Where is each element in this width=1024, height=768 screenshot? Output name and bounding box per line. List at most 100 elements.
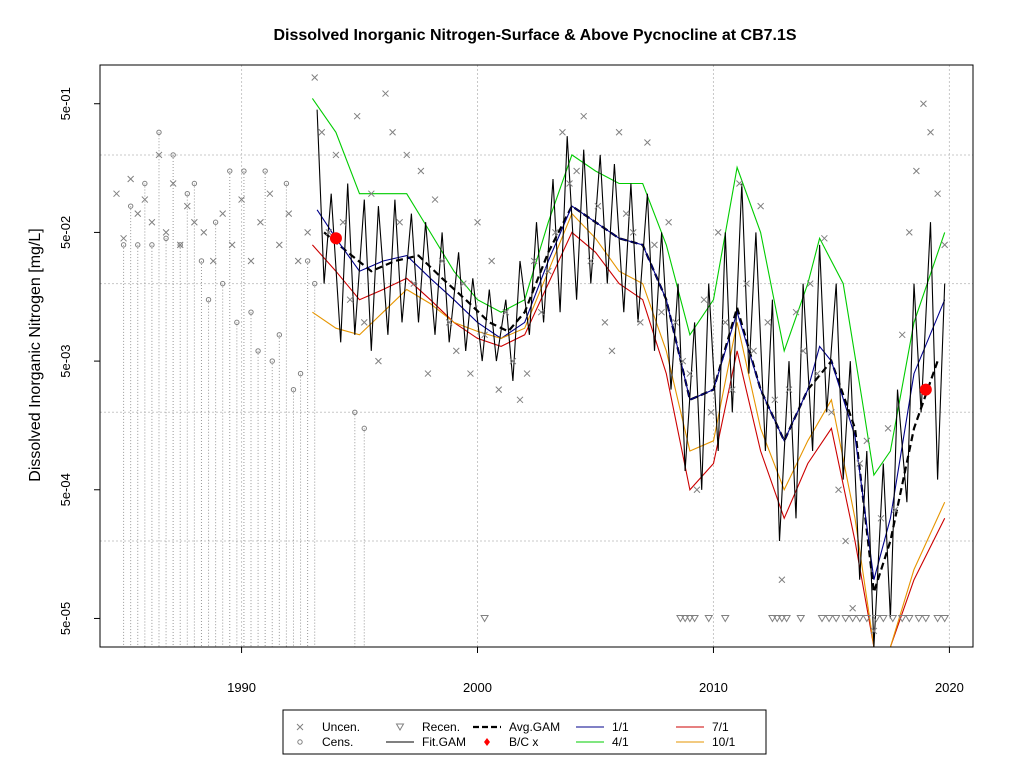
recensored-point bbox=[690, 614, 699, 623]
uncensored-point bbox=[183, 202, 191, 210]
recensored-point bbox=[777, 614, 787, 623]
uncensored-point bbox=[148, 218, 156, 226]
uncensored-point bbox=[700, 296, 708, 304]
uncensored-point bbox=[219, 210, 227, 217]
uncensored-point bbox=[257, 218, 264, 226]
series-4-1 bbox=[311, 98, 946, 477]
uncensored-point bbox=[417, 167, 425, 175]
legend-symbol-bc bbox=[484, 738, 490, 746]
uncensored-point bbox=[495, 386, 503, 393]
censored-point bbox=[156, 129, 162, 135]
y-tick-label: 5e-05 bbox=[58, 602, 73, 635]
y-tick-label: 5e-02 bbox=[58, 216, 73, 249]
axis-layer: 1990 2000 2010 2020 5e-01 5e-02 5e-03 5e-04 5e-0… bbox=[58, 87, 964, 695]
x-tick-label: 2010 bbox=[699, 680, 728, 695]
uncensored-point bbox=[200, 229, 208, 236]
recensored-point bbox=[817, 614, 827, 623]
series-layer bbox=[311, 98, 946, 648]
recensored-point bbox=[897, 614, 907, 623]
uncensored-point bbox=[353, 112, 361, 120]
recensored-point bbox=[940, 614, 950, 623]
uncensored-point bbox=[601, 319, 609, 326]
uncensored-point bbox=[238, 196, 245, 203]
uncensored-point bbox=[169, 180, 177, 187]
censored-point bbox=[212, 219, 219, 225]
censored-point bbox=[198, 258, 205, 264]
uncensored-point bbox=[835, 486, 842, 494]
uncensored-point bbox=[113, 190, 120, 198]
censored-point bbox=[262, 168, 268, 174]
uncensored-point bbox=[913, 167, 920, 175]
legend-label: Avg.GAM bbox=[509, 720, 560, 734]
uncensored-point bbox=[294, 257, 302, 265]
censored-point bbox=[191, 180, 198, 187]
series-1-1 bbox=[316, 205, 946, 580]
y-tick-label: 5e-03 bbox=[58, 344, 73, 377]
recensored-point bbox=[848, 614, 858, 623]
legend-label: Fit.GAM bbox=[422, 735, 466, 749]
uncensored-point bbox=[905, 229, 913, 236]
uncensored-point bbox=[544, 267, 552, 275]
uncensored-point bbox=[665, 218, 672, 226]
chart-title: Dissolved Inorganic Nitrogen-Surface & A… bbox=[273, 27, 796, 44]
recensored-point bbox=[855, 614, 865, 623]
uncensored-point bbox=[813, 370, 821, 377]
legend-label: B/C x bbox=[509, 735, 538, 749]
points-layer bbox=[113, 74, 950, 635]
uncensored-point bbox=[424, 370, 432, 377]
censored-point bbox=[283, 180, 290, 187]
uncensored-point bbox=[566, 180, 573, 187]
uncensored-point bbox=[452, 347, 460, 355]
y-tick-label: 5e-04 bbox=[58, 473, 73, 506]
recensored-point bbox=[480, 614, 489, 623]
uncensored-point bbox=[863, 437, 871, 445]
censored-point bbox=[255, 348, 261, 354]
uncensored-point bbox=[509, 357, 517, 365]
uncensored-point bbox=[155, 151, 163, 159]
uncensored-point bbox=[191, 218, 198, 226]
uncensored-point bbox=[209, 257, 217, 265]
uncensored-point bbox=[785, 386, 793, 393]
uncensored-point bbox=[474, 218, 481, 226]
censored-point bbox=[269, 358, 275, 364]
uncensored-point bbox=[615, 128, 623, 136]
recensored-point bbox=[862, 614, 872, 623]
uncensored-point bbox=[247, 257, 255, 265]
uncensored-point bbox=[806, 280, 814, 287]
series-10-1 bbox=[312, 212, 946, 648]
uncensored-point bbox=[750, 347, 757, 355]
uncensored-point bbox=[941, 241, 949, 249]
uncensored-point bbox=[304, 229, 311, 236]
uncensored-point bbox=[346, 296, 354, 304]
uncensored-point bbox=[743, 280, 750, 287]
uncensored-point bbox=[573, 167, 580, 175]
uncensored-point bbox=[127, 175, 135, 183]
uncensored-point bbox=[884, 425, 892, 432]
uncensored-point bbox=[891, 506, 899, 514]
uncensored-point bbox=[382, 90, 389, 97]
grid-layer bbox=[100, 65, 973, 648]
recensored-point bbox=[831, 614, 841, 623]
uncensored-point bbox=[375, 357, 382, 365]
bc-point bbox=[329, 232, 342, 245]
uncensored-point bbox=[285, 210, 293, 217]
uncensored-point bbox=[162, 229, 170, 236]
uncensored-point bbox=[530, 257, 538, 265]
uncensored-point bbox=[636, 319, 644, 326]
legend-box bbox=[282, 709, 767, 755]
recensored-point bbox=[772, 614, 782, 623]
uncensored-point bbox=[587, 257, 595, 265]
uncensored-point bbox=[367, 190, 375, 198]
uncensored-point bbox=[552, 229, 559, 236]
legend-symbol-censored bbox=[297, 739, 303, 745]
uncensored-point bbox=[325, 229, 333, 236]
uncensored-point bbox=[771, 396, 779, 404]
uncensored-point bbox=[488, 257, 496, 265]
uncensored-point bbox=[693, 486, 701, 494]
legend-label: 1/1 bbox=[612, 720, 629, 734]
uncensored-point bbox=[707, 408, 715, 416]
censored-point bbox=[142, 180, 148, 187]
recensored-point bbox=[921, 614, 931, 623]
recensored-point bbox=[782, 614, 791, 623]
uncensored-point bbox=[736, 180, 743, 187]
